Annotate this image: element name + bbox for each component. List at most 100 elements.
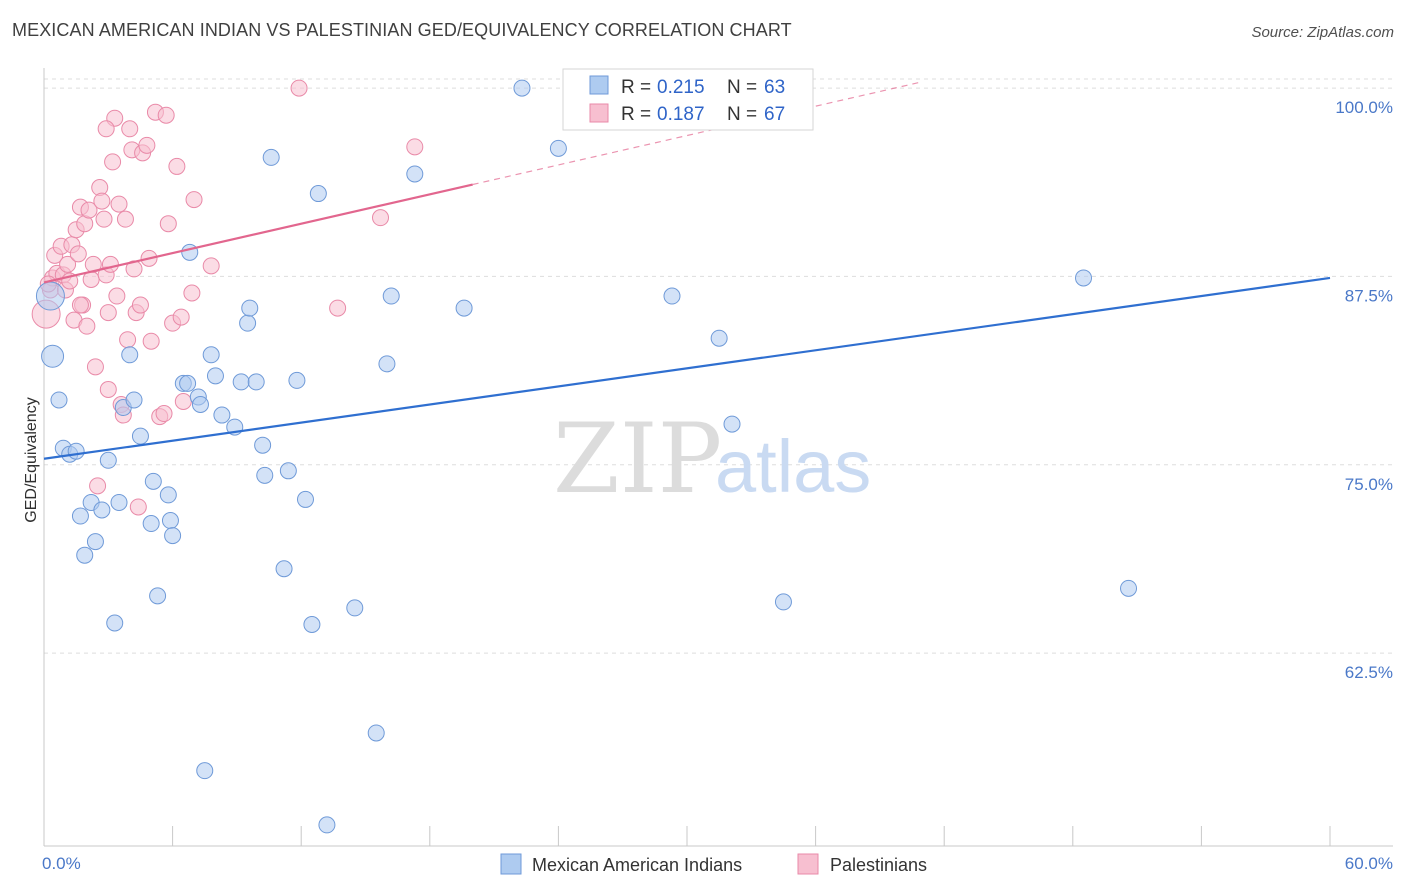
palestinian-point — [142, 332, 160, 350]
mexican-american-indian-point — [256, 466, 274, 484]
palestinian-point — [108, 287, 126, 305]
pink-trendline — [43, 183, 473, 284]
mexican-american-indian-point — [723, 415, 741, 433]
mexican-american-indian-point — [378, 355, 396, 373]
y-tick-labels: 100.0% 87.5% 75.0% 62.5% — [1335, 98, 1393, 682]
mexican-american-indian-point — [86, 533, 104, 551]
mexican-american-indian-point — [663, 287, 681, 305]
mexican-american-indian-point — [279, 462, 297, 480]
palestinian-point — [157, 106, 175, 124]
mexican-american-indian-point — [125, 391, 143, 409]
palestinian-point — [101, 255, 119, 273]
palestinian-point — [78, 317, 96, 335]
mexican-american-indian-point — [303, 616, 321, 634]
mexican-american-indian-point — [774, 593, 792, 611]
palestinian-point — [93, 192, 111, 210]
mexican-american-indian-point — [241, 299, 259, 317]
legend-blue-r-value: 0.215 — [657, 77, 705, 98]
mexican-american-indian-point — [181, 243, 199, 261]
mexican-american-indian-point — [76, 546, 94, 564]
mexican-american-indian-point — [50, 391, 68, 409]
correlation-legend: R = 0.215 N = 63 R = 0.187 N = 67 — [562, 68, 814, 131]
mexican-american-indian-point — [41, 344, 65, 368]
mexican-american-indian-point — [159, 486, 177, 504]
blue-trendline — [43, 276, 1331, 460]
y-axis-label: GED/Equivalency — [23, 397, 40, 522]
mexican-american-indian-point — [1120, 579, 1138, 597]
legend-blue-r-label: R = — [621, 77, 651, 98]
y-tick-label: 75.0% — [1345, 475, 1393, 494]
mexican-american-indian-point — [93, 501, 111, 519]
palestinian-point — [185, 191, 203, 209]
mexican-american-indian-point — [67, 442, 85, 460]
trendlines — [43, 81, 1331, 460]
legend-blue-n-value: 63 — [764, 77, 785, 98]
palestinian-point — [86, 358, 104, 376]
bottom-legend-pink-label: Palestinians — [830, 855, 927, 875]
mexican-american-indian-point — [382, 287, 400, 305]
mexican-american-indian-point — [275, 560, 293, 578]
x-tick-labels: 0.0% 60.0% — [42, 854, 1393, 873]
palestinian-point — [104, 153, 122, 171]
mexican-american-indian-point — [710, 329, 728, 347]
mexican-american-indian-point — [206, 367, 224, 385]
palestinian-point — [202, 257, 220, 275]
mexican-american-indian-point — [149, 587, 167, 605]
palestinian-point — [174, 392, 192, 410]
mexican-american-indian-point — [106, 614, 124, 632]
mexican-american-indian-point — [232, 373, 250, 391]
mexican-american-indian-point — [262, 148, 280, 166]
mexican-american-indian-point — [406, 165, 424, 183]
legend-pink-r-value: 0.187 — [657, 104, 705, 125]
legend-pink-n-value: 67 — [764, 104, 785, 125]
bottom-legend-blue-label: Mexican American Indians — [532, 855, 742, 875]
mexican-american-indian-point — [513, 79, 531, 97]
palestinian-point — [183, 284, 201, 302]
mexican-american-indian-point — [455, 299, 473, 317]
mexican-american-indian-point — [142, 515, 160, 533]
y-tick-label: 87.5% — [1345, 286, 1393, 305]
mexican-american-indian-point — [161, 512, 179, 530]
legend-blue-n-label: N = — [727, 77, 757, 98]
palestinian-point — [99, 304, 117, 322]
mexican-american-indian-point — [164, 527, 182, 545]
palestinian-point — [172, 308, 190, 326]
palestinian-point — [71, 296, 89, 314]
palestinian-point — [95, 210, 113, 228]
mexican-american-indian-point — [254, 436, 272, 454]
mexican-american-indian-point — [549, 139, 567, 157]
mexican-american-indian-point — [71, 507, 89, 525]
y-tick-label: 100.0% — [1335, 98, 1393, 117]
watermark-atlas: atlas — [715, 425, 871, 508]
mexican-american-indian-point — [296, 490, 314, 508]
legend-pink-n-label: N = — [727, 104, 757, 125]
bottom-legend-swatch-blue — [500, 853, 522, 875]
palestinian-points — [31, 79, 424, 516]
mexican-american-indian-point — [346, 599, 364, 617]
mexican-american-indian-point — [110, 493, 128, 511]
mexican-american-indian-point — [196, 762, 214, 780]
watermark-zip: ZIP — [553, 403, 722, 515]
palestinian-point — [138, 136, 156, 154]
y-tick-label: 62.5% — [1345, 663, 1393, 682]
gridlines — [44, 78, 1393, 654]
palestinian-point — [89, 477, 107, 495]
palestinian-point — [290, 79, 308, 97]
palestinian-point — [110, 195, 128, 213]
mexican-american-indian-point — [1075, 269, 1093, 287]
palestinian-point — [119, 331, 137, 349]
mexican-american-indian-point — [179, 374, 197, 392]
palestinian-point — [80, 201, 98, 219]
mexican-american-indian-point — [99, 451, 117, 469]
legend-swatch-pink — [589, 103, 609, 123]
legend-pink-r-label: R = — [621, 104, 651, 125]
legend-swatch-blue — [589, 75, 609, 95]
palestinian-point — [155, 405, 173, 423]
x-tick-label: 0.0% — [42, 854, 81, 873]
chart-title: MEXICAN AMERICAN INDIAN VS PALESTINIAN G… — [12, 20, 792, 40]
series-legend: Mexican American Indians Palestinians — [500, 853, 927, 875]
palestinian-point — [168, 157, 186, 175]
mexican-american-indian-point — [318, 816, 336, 834]
palestinian-point — [69, 245, 87, 263]
